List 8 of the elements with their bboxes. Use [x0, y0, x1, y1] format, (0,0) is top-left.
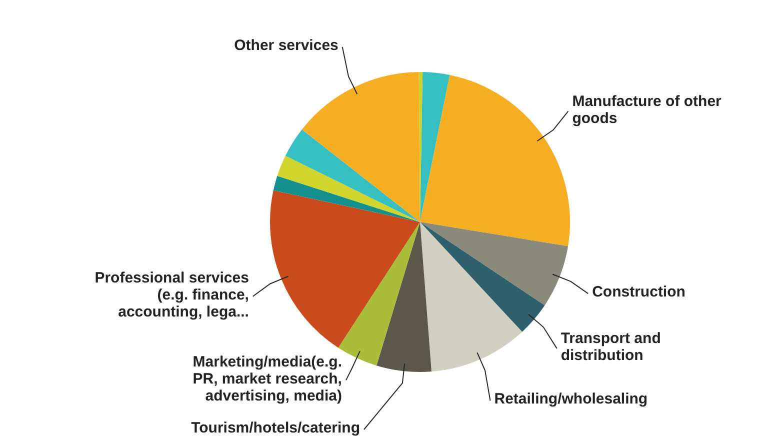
slice-label: Construction: [592, 284, 686, 301]
slice-label: Transport and distribution: [560, 330, 661, 364]
slice-label: Retailing/wholesaling: [494, 390, 648, 408]
slice-label: Marketing/media(e.g. PR, market research, advertising, media): [192, 353, 342, 404]
slice-label: Other services: [234, 37, 338, 54]
slice-label: Manufacture of other goods: [572, 92, 722, 127]
slice-label: Tourism/hotels/catering: [191, 420, 360, 437]
slice-label: Professional services (e.g. finance, accounting, lega...: [94, 269, 249, 320]
